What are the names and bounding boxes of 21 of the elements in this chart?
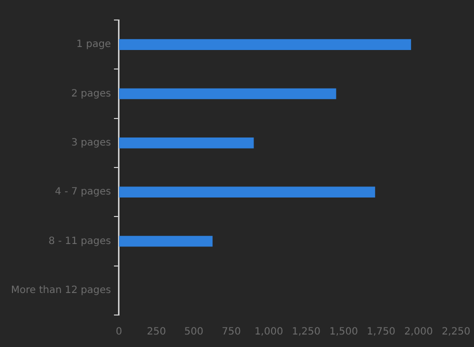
x-tick-label: 2,250 <box>442 326 470 338</box>
bar <box>118 138 254 148</box>
y-tick-label: 2 pages <box>71 88 111 100</box>
x-tick-label: 500 <box>184 326 204 338</box>
bar <box>118 39 412 50</box>
x-tick-label: 750 <box>222 326 241 338</box>
y-tick-label: 3 pages <box>71 138 111 149</box>
bar <box>118 236 213 247</box>
y-tick-label: More than 12 pages <box>10 285 111 296</box>
y-tick-label: 4 - 7 pages <box>54 186 111 198</box>
y-tick-label: 1 page <box>76 39 111 50</box>
x-tick-label: 1,500 <box>329 326 358 338</box>
y-tick-label: 8 - 11 pages <box>48 236 111 247</box>
bar <box>118 186 376 198</box>
x-tick-label: 1,750 <box>366 326 396 338</box>
bar <box>118 88 336 100</box>
x-tick-label: 0 <box>116 326 122 338</box>
x-tick-label: 2,000 <box>404 326 433 338</box>
x-tick-label: 1,000 <box>254 326 284 338</box>
x-tick-label: 250 <box>146 326 166 338</box>
x-tick-label: 1,250 <box>292 326 321 338</box>
